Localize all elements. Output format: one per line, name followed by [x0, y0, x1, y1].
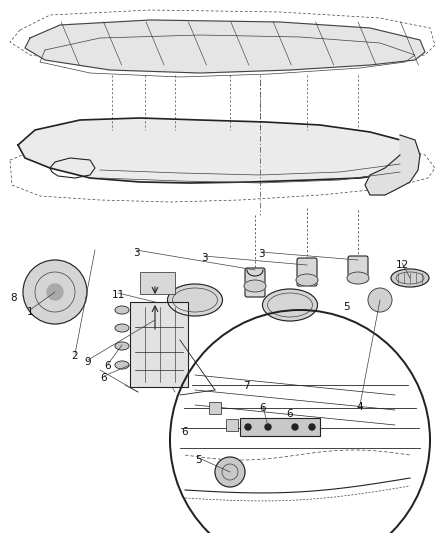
- Text: 3: 3: [258, 249, 264, 259]
- Bar: [209, 402, 221, 414]
- Text: 1: 1: [27, 307, 33, 317]
- Circle shape: [265, 424, 271, 430]
- Text: 6: 6: [287, 409, 293, 419]
- Text: 6: 6: [105, 361, 111, 371]
- Polygon shape: [18, 118, 420, 183]
- Text: 8: 8: [11, 293, 18, 303]
- Circle shape: [215, 457, 245, 487]
- Ellipse shape: [244, 280, 266, 292]
- Ellipse shape: [296, 274, 318, 286]
- Text: 6: 6: [182, 427, 188, 437]
- Ellipse shape: [115, 324, 129, 332]
- Polygon shape: [25, 20, 425, 73]
- Circle shape: [47, 284, 63, 300]
- Bar: [240, 418, 320, 436]
- Text: 2: 2: [72, 351, 78, 361]
- Ellipse shape: [115, 306, 129, 314]
- Text: 11: 11: [111, 290, 125, 300]
- FancyBboxPatch shape: [297, 258, 317, 286]
- Circle shape: [309, 424, 315, 430]
- Circle shape: [23, 260, 87, 324]
- FancyBboxPatch shape: [348, 256, 368, 282]
- Text: 6: 6: [260, 403, 266, 413]
- Text: 3: 3: [133, 248, 139, 258]
- Text: 7: 7: [243, 381, 249, 391]
- Ellipse shape: [115, 342, 129, 350]
- Text: 4: 4: [357, 402, 363, 412]
- Circle shape: [368, 288, 392, 312]
- Ellipse shape: [167, 284, 223, 316]
- FancyBboxPatch shape: [245, 268, 265, 297]
- Ellipse shape: [262, 289, 318, 321]
- Ellipse shape: [391, 269, 429, 287]
- Text: 5: 5: [343, 302, 350, 312]
- Circle shape: [292, 424, 298, 430]
- Ellipse shape: [347, 272, 369, 284]
- Text: 3: 3: [201, 253, 207, 263]
- Text: 5: 5: [196, 455, 202, 465]
- Text: 6: 6: [101, 373, 107, 383]
- Bar: [226, 419, 238, 431]
- Bar: [140, 272, 175, 294]
- Polygon shape: [365, 135, 420, 195]
- Text: 12: 12: [396, 260, 409, 270]
- Circle shape: [245, 424, 251, 430]
- Ellipse shape: [115, 361, 129, 369]
- Bar: [130, 302, 188, 387]
- Text: 9: 9: [85, 357, 91, 367]
